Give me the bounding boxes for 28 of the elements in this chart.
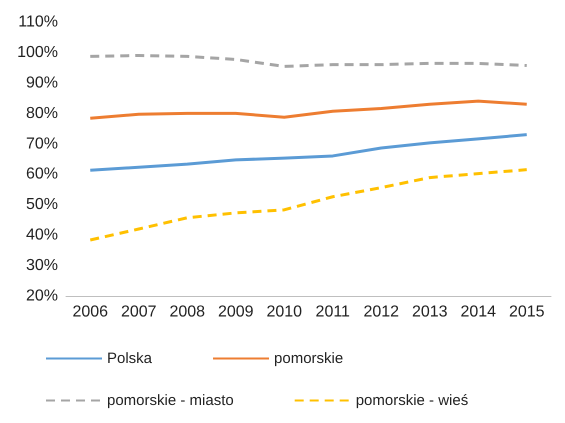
x-tick-label: 2014 <box>460 304 496 320</box>
x-tick-label: 2010 <box>266 304 302 320</box>
legend-label: pomorskie - miasto <box>107 392 234 409</box>
y-tick-label: 80% <box>26 104 58 122</box>
y-tick-label: 40% <box>26 226 58 244</box>
y-tick-label: 30% <box>26 257 58 274</box>
x-tick-label: 2012 <box>363 304 400 320</box>
x-tick-label: 2006 <box>72 304 108 320</box>
y-tick-label: 110% <box>18 14 58 30</box>
x-tick-label: 2008 <box>169 304 206 320</box>
y-tick-label: 60% <box>26 166 58 183</box>
y-tick-label: 70% <box>26 135 58 152</box>
x-tick-label: 2007 <box>120 304 157 320</box>
line-series <box>88 133 528 172</box>
y-tick-label: 90% <box>26 74 58 92</box>
x-tick-label: 2015 <box>508 304 545 320</box>
legend-label: pomorskie <box>274 350 344 367</box>
y-tick-label: 20% <box>26 288 58 304</box>
line-series <box>88 54 528 68</box>
x-tick-label: 2009 <box>218 304 254 320</box>
y-tick-label: 50% <box>26 196 58 214</box>
x-tick-label: 2013 <box>412 304 448 320</box>
x-tick-label: 2011 <box>316 304 350 320</box>
line-series <box>88 168 528 242</box>
legend-label: pomorskie - wieś <box>356 392 468 409</box>
legend-label: Polska <box>107 350 153 367</box>
y-tick-label: 100% <box>17 44 58 61</box>
line-series <box>88 100 528 120</box>
